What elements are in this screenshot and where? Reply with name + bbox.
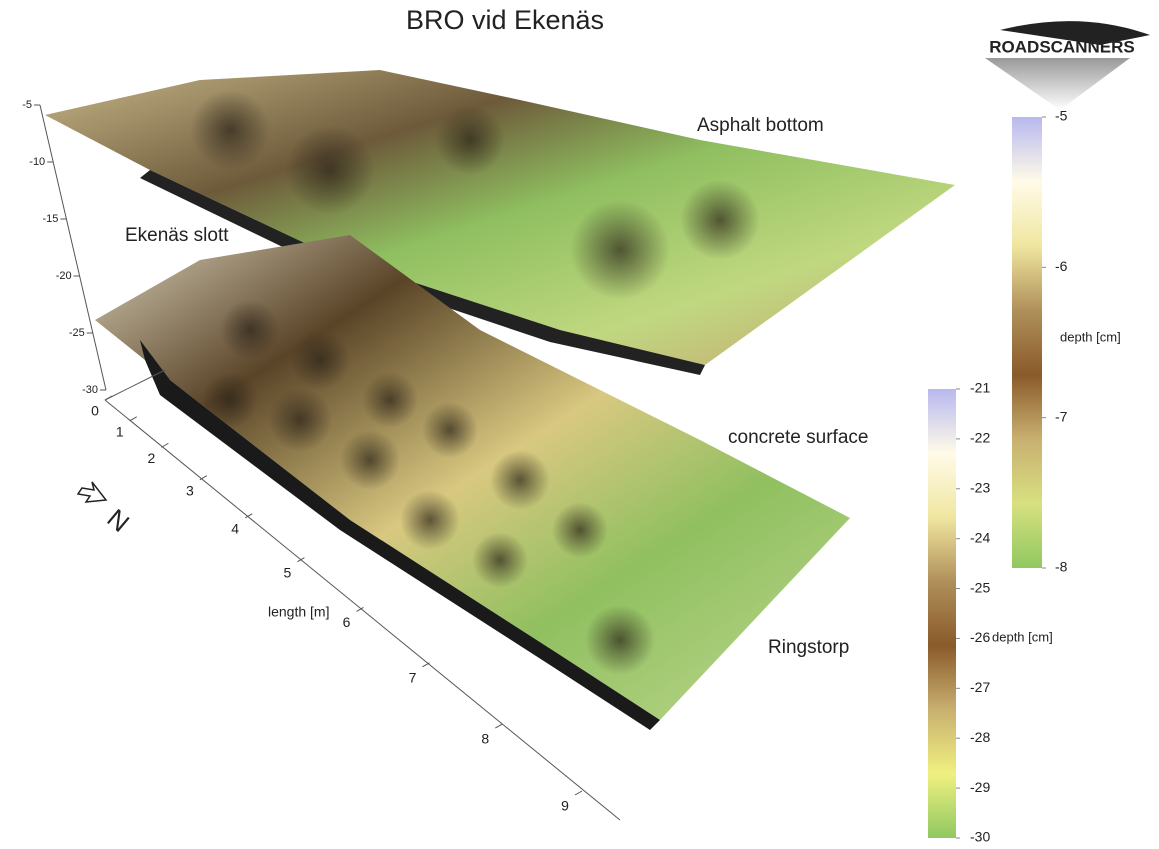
x-tick-label: 4 [231, 521, 239, 537]
colorbar-tick-label: -24 [970, 529, 990, 545]
colorbar [1012, 117, 1042, 568]
z-tick-label: -10 [29, 156, 45, 168]
colorbar-tick-label: -6 [1055, 258, 1068, 274]
colorbar-tick-label: -27 [970, 679, 990, 695]
logo-text: ROADSCANNERS [989, 37, 1134, 56]
x-tick [297, 557, 305, 563]
z-axis [39, 104, 107, 391]
annotation: Ekenäs slott [125, 225, 229, 246]
colorbar-tick-label: -8 [1055, 559, 1068, 575]
logo-swoosh [1000, 21, 1150, 45]
colorbar-tick-label: -23 [970, 479, 990, 495]
chart-title: BRO vid Ekenäs [406, 5, 604, 35]
x-axis [104, 399, 621, 821]
annotation: concrete surface [728, 427, 868, 448]
colorbar-tick-label: -29 [970, 779, 990, 795]
colorbar-label: depth [cm] [992, 629, 1053, 644]
x-tick-label: 9 [561, 798, 569, 814]
colorbar-tick-label: -30 [970, 829, 990, 845]
x-tick-label: 6 [343, 614, 351, 630]
z-tick-label: -15 [42, 213, 58, 225]
x-tick [495, 723, 503, 729]
x-tick [129, 416, 137, 422]
x-tick-label: 3 [186, 482, 194, 498]
x-tick [574, 790, 583, 796]
north-arrow: N [76, 481, 136, 538]
annotation: Asphalt bottom [697, 115, 824, 136]
logo-shape [985, 58, 1130, 110]
z-tick-label: -25 [69, 327, 85, 339]
y-axis [104, 369, 166, 401]
colorbar-tick-label: -22 [970, 430, 990, 446]
x-tick-label: 8 [481, 731, 489, 747]
x-tick [199, 475, 208, 481]
asphalt-surface [45, 70, 955, 375]
concrete-surface [95, 235, 850, 730]
z-tick-label: -30 [82, 384, 98, 396]
colorbar [928, 389, 956, 838]
z-tick-label: -5 [22, 99, 32, 111]
x-tick-label: 7 [409, 670, 417, 686]
x-tick [104, 395, 113, 401]
colorbar-tick-label: -26 [970, 629, 990, 645]
colorbar-tick-label: -28 [970, 729, 990, 745]
x-tick [161, 442, 169, 448]
x-tick [422, 662, 430, 668]
z-tick-label: -20 [56, 270, 72, 282]
annotation: Ringstorp [768, 637, 849, 658]
x-tick-label: 5 [284, 564, 292, 580]
colorbar-tick-label: -21 [970, 380, 990, 396]
colorbar-tick-label: -5 [1055, 108, 1068, 124]
x-axis-label: length [m] [268, 604, 329, 620]
north-label: N [102, 503, 136, 538]
x-tick-label: 2 [147, 450, 155, 466]
x-tick-label: 0 [91, 403, 99, 419]
x-tick [356, 606, 364, 612]
x-tick-label: 1 [116, 424, 124, 440]
colorbar-label: depth [cm] [1060, 329, 1121, 344]
colorbar-tick-label: -7 [1055, 408, 1068, 424]
colorbar-tick-label: -25 [970, 579, 990, 595]
x-tick [244, 513, 253, 519]
